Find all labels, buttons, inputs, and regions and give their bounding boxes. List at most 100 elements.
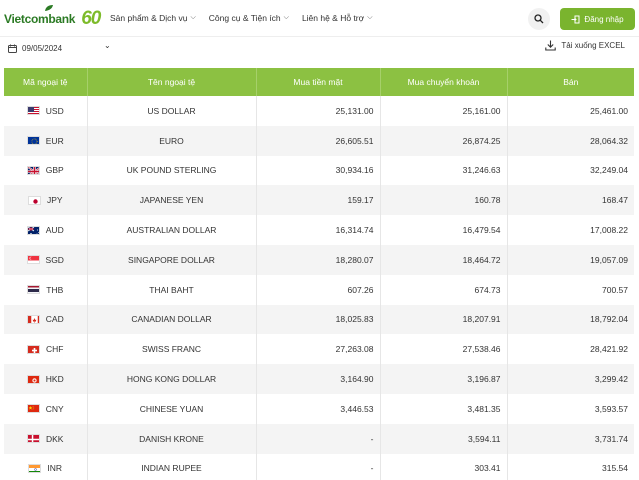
transfer-buy-rate: 31,246.63: [380, 155, 508, 186]
cn-flag-icon: [26, 404, 40, 414]
table-row: CNY CHINESE YUAN 3,446.53 3,481.35 3,593.57: [4, 393, 634, 424]
login-button[interactable]: Đăng nhập: [560, 8, 635, 30]
top-navigation-bar: Vietcombank 60 Sản phẩm & Dịch vụ ⌵ Công…: [0, 0, 639, 37]
currency-name: UK POUND STERLING: [87, 155, 257, 186]
ch-flag-icon: [27, 344, 40, 354]
cash-buy-rate: -: [256, 423, 381, 454]
currency-code-cell: JPY: [4, 185, 88, 216]
table-row: GBP UK POUND STERLING 30,934.16 31,246.63 32…: [4, 155, 634, 186]
transfer-buy-rate: 27,538.46: [380, 334, 508, 365]
sell-rate: 18,792.04: [507, 304, 634, 335]
table-row: AUD AUSTRALIAN DOLLAR 16,314.74 16,479.54 17…: [4, 215, 634, 245]
download-label: Tải xuống EXCEL: [561, 41, 625, 50]
currency-code-cell: CHF: [4, 334, 88, 365]
currency-code: SGD: [45, 254, 64, 265]
table-row: SGD SINGAPORE DOLLAR 18,280.07 18,464.72 19,…: [4, 244, 634, 275]
transfer-buy-rate: 18,207.91: [380, 304, 508, 335]
transfer-buy-rate: 160.78: [380, 185, 508, 216]
gb-flag-icon: [26, 165, 40, 175]
selected-date: 09/05/2024: [22, 43, 63, 53]
au-flag-icon: [26, 225, 40, 235]
search-button[interactable]: [528, 8, 550, 30]
sell-rate: 28,421.92: [590, 344, 628, 355]
chevron-down-icon[interactable]: ⌄: [104, 41, 111, 50]
currency-name: SWISS FRANC: [87, 334, 257, 365]
eu-flag-icon: [26, 136, 40, 146]
currency-code: THB: [46, 284, 64, 295]
transfer-buy-rate: 674.73: [380, 274, 508, 305]
us-flag-icon: [26, 106, 40, 116]
download-excel-button[interactable]: Tải xuống EXCEL: [545, 40, 625, 51]
table-row: INR INDIAN RUPEE -303.41 315.54: [4, 453, 634, 480]
currency-code: DKK: [46, 433, 64, 444]
table-row: USD US DOLLAR 25,131.00 25,161.00 25,461.00: [4, 96, 634, 126]
sell-rate: 315.54: [602, 463, 628, 474]
login-label: Đăng nhập: [584, 14, 624, 24]
transfer-buy-rate: 303.41: [380, 453, 508, 480]
exchange-rate-table: Mã ngoại tệ Tên ngoại tệ Mua tiền mặt Mu…: [4, 68, 634, 480]
chevron-down-icon: ⌵: [367, 14, 373, 21]
table-toolbar: 09/05/2024 ⌄ Tải xuống EXCEL: [0, 37, 639, 59]
currency-code-cell: AUD: [4, 215, 88, 245]
currency-code-cell: EUR: [4, 125, 88, 156]
nav-label: Sản phẩm & Dịch vụ: [110, 13, 188, 23]
sell-rate: 28,064.32: [507, 125, 634, 156]
column-header-cash-buy: Mua tiền mặt: [256, 68, 381, 96]
table-header-row: Mã ngoại tệ Tên ngoại tệ Mua tiền mặt Mu…: [4, 68, 634, 96]
currency-code-cell: HKD: [4, 364, 88, 394]
transfer-buy-rate: 3,481.35: [380, 393, 508, 424]
dk-flag-icon: [27, 434, 40, 444]
transfer-buy-rate: 3,196.87: [380, 364, 508, 394]
sell-rate: 19,057.09: [507, 244, 634, 275]
transfer-buy-rate: 3,594.11: [380, 423, 508, 454]
nav-label: Liên hệ & Hỗ trợ: [301, 13, 365, 23]
currency-name: DANISH KRONE: [87, 423, 257, 454]
sell-rate: 700.57: [602, 284, 628, 295]
transfer-buy-rate: 16,479.54: [380, 215, 508, 245]
table-body: USD US DOLLAR 25,131.00 25,161.00 25,461.00 E…: [4, 96, 634, 480]
nav-tools-utilities[interactable]: Công cụ & Tiện ích ⌵: [209, 13, 289, 23]
currency-code: USD: [45, 105, 64, 116]
jp-flag-icon: [27, 195, 41, 205]
sell-rate: 168.47: [507, 185, 634, 216]
currency-code-cell: CNY: [4, 393, 88, 424]
cash-buy-rate: 30,934.16: [256, 155, 381, 186]
cash-buy-rate: -: [256, 453, 381, 480]
nav-products-services[interactable]: Sản phẩm & Dịch vụ ⌵: [110, 13, 196, 23]
th-flag-icon: [27, 285, 41, 295]
cash-buy-rate: 16,314.74: [256, 215, 381, 245]
currency-name: US DOLLAR: [87, 96, 257, 126]
currency-name: HONG KONG DOLLAR: [87, 364, 257, 394]
logo-text: Vietcombank: [4, 12, 76, 26]
sell-rate: 25,461.00: [590, 105, 628, 116]
currency-name: INDIAN RUPEE: [87, 453, 257, 480]
currency-code-cell: DKK: [4, 423, 88, 454]
column-header-name: Tên ngoại tệ: [87, 68, 257, 96]
currency-code: CHF: [46, 344, 64, 355]
transfer-buy-rate: 26,874.25: [380, 125, 508, 156]
currency-code: EUR: [45, 135, 64, 146]
currency-code: AUD: [45, 225, 64, 236]
sell-rate: 32,249.04: [590, 165, 628, 176]
vietcombank-logo[interactable]: Vietcombank 60: [4, 5, 101, 32]
currency-name: JAPANESE YEN: [87, 185, 257, 216]
cash-buy-rate: 3,164.90: [256, 364, 381, 394]
transfer-buy-rate: 18,464.72: [380, 244, 508, 275]
currency-code: CAD: [45, 314, 64, 325]
currency-code-cell: INR: [4, 453, 88, 480]
exchange-rate-table-container: Mã ngoại tệ Tên ngoại tệ Mua tiền mặt Mu…: [4, 68, 634, 480]
sell-rate: 3,731.74: [507, 423, 634, 454]
leaf-icon: [45, 5, 53, 11]
main-nav: Sản phẩm & Dịch vụ ⌵ Công cụ & Tiện ích …: [110, 13, 373, 23]
currency-code: HKD: [45, 374, 64, 385]
chevron-down-icon: ⌵: [190, 14, 196, 21]
date-picker[interactable]: 09/05/2024: [8, 40, 116, 56]
table-row: JPY JAPANESE YEN 159.17 160.78 168.47: [4, 185, 634, 216]
nav-label: Công cụ & Tiện ích: [208, 13, 281, 23]
search-icon: [534, 14, 544, 24]
column-header-sell: Bán: [507, 68, 634, 96]
currency-code: GBP: [45, 165, 64, 176]
currency-code-cell: USD: [4, 96, 88, 126]
currency-name: AUSTRALIAN DOLLAR: [87, 215, 257, 245]
nav-contact-support[interactable]: Liên hệ & Hỗ trợ ⌵: [302, 13, 373, 23]
